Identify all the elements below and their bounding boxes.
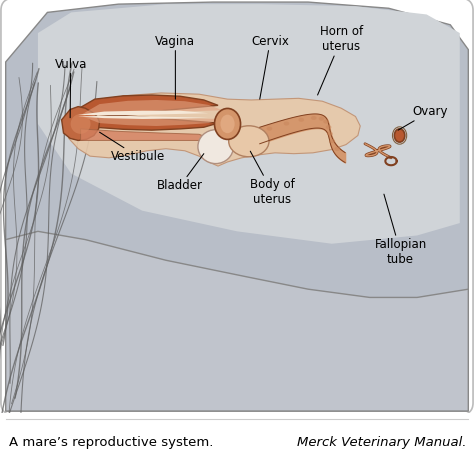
Text: Vestibule: Vestibule — [100, 132, 165, 163]
Ellipse shape — [220, 115, 235, 133]
Ellipse shape — [71, 114, 91, 134]
Ellipse shape — [323, 119, 329, 123]
Ellipse shape — [319, 117, 324, 121]
Text: Ovary: Ovary — [398, 105, 448, 130]
Ellipse shape — [394, 129, 405, 142]
Polygon shape — [78, 100, 223, 126]
Ellipse shape — [327, 132, 333, 136]
Ellipse shape — [329, 139, 335, 143]
Text: Vulva: Vulva — [55, 57, 87, 118]
Ellipse shape — [214, 108, 240, 140]
Polygon shape — [81, 129, 206, 140]
Ellipse shape — [228, 126, 269, 157]
Ellipse shape — [334, 147, 340, 151]
Polygon shape — [38, 4, 460, 244]
Text: Body of
uterus: Body of uterus — [250, 151, 295, 206]
Text: Bladder: Bladder — [157, 154, 204, 192]
Text: Cervix: Cervix — [251, 35, 289, 99]
Text: Merck Veterinary Manual.: Merck Veterinary Manual. — [297, 436, 467, 448]
Polygon shape — [62, 106, 100, 140]
Text: Vagina: Vagina — [155, 35, 195, 99]
Polygon shape — [6, 2, 468, 411]
Polygon shape — [6, 231, 468, 411]
Ellipse shape — [283, 122, 289, 126]
Polygon shape — [78, 111, 209, 119]
Text: A mare’s reproductive system.: A mare’s reproductive system. — [9, 436, 213, 448]
Ellipse shape — [311, 116, 317, 120]
Polygon shape — [69, 93, 360, 166]
Ellipse shape — [198, 130, 233, 163]
Ellipse shape — [267, 127, 273, 131]
Text: Fallopian
tube: Fallopian tube — [374, 194, 427, 266]
Ellipse shape — [299, 118, 304, 122]
Ellipse shape — [326, 125, 331, 129]
FancyBboxPatch shape — [1, 0, 473, 415]
Polygon shape — [73, 95, 218, 130]
Text: Horn of
uterus: Horn of uterus — [318, 25, 363, 95]
